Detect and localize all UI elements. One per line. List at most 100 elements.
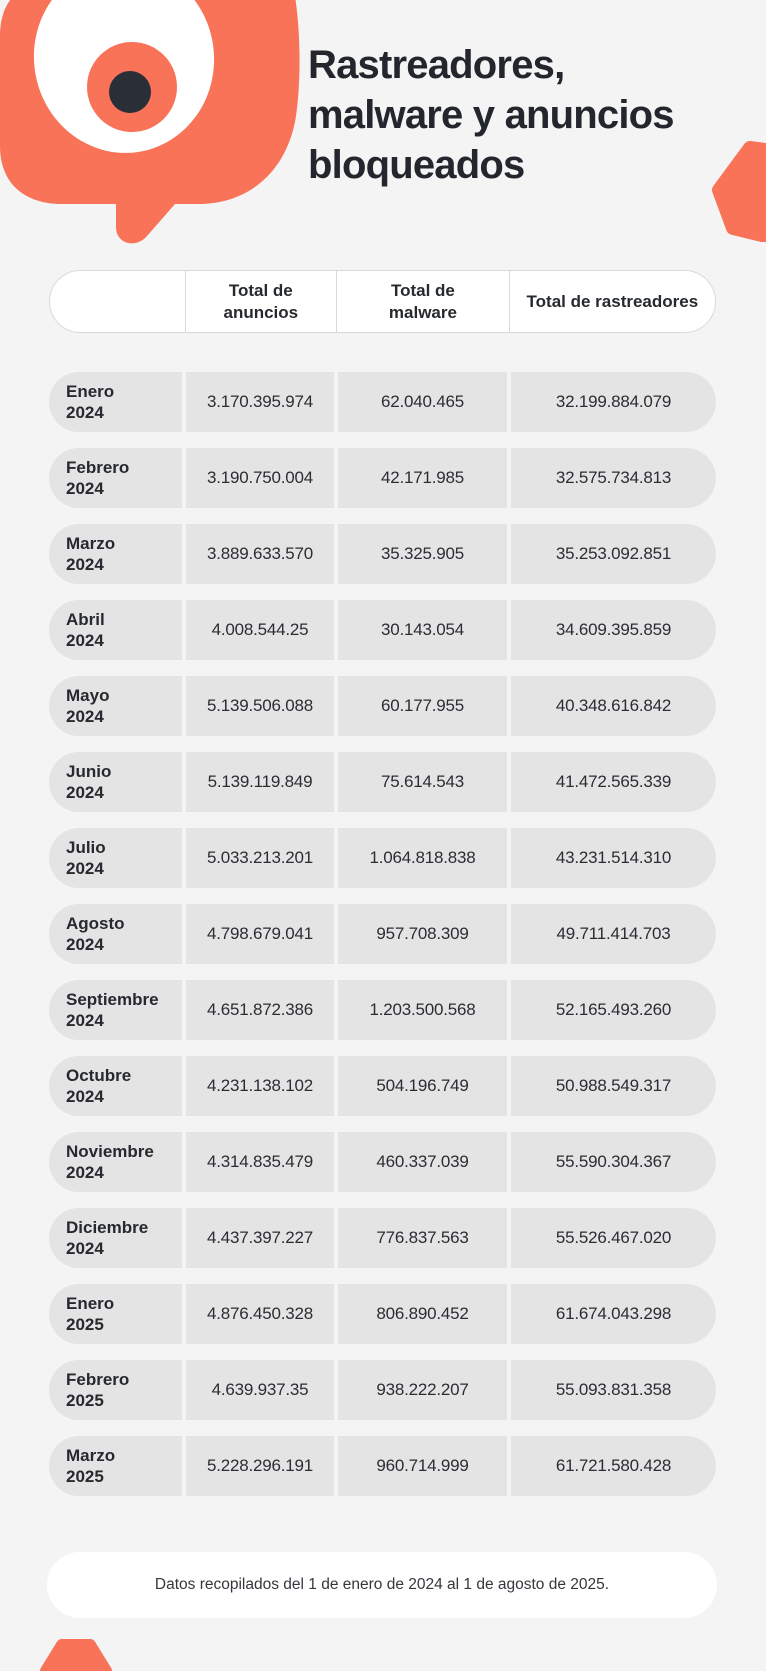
trackers-value: 55.526.467.020: [511, 1208, 716, 1268]
table-row: Mayo 2024 5.139.506.088 60.177.955 40.34…: [49, 676, 716, 736]
ads-value: 4.008.544.25: [186, 600, 334, 660]
month-cell: Febrero 2024: [49, 448, 182, 508]
ads-value: 4.876.450.328: [186, 1284, 334, 1344]
table-row: Marzo 2024 3.889.633.570 35.325.905 35.2…: [49, 524, 716, 584]
ads-value: 5.228.296.191: [186, 1436, 334, 1496]
trackers-value: 40.348.616.842: [511, 676, 716, 736]
malware-value: 806.890.452: [338, 1284, 507, 1344]
table-row: Diciembre 2024 4.437.397.227 776.837.563…: [49, 1208, 716, 1268]
month-label: Diciembre: [66, 1218, 149, 1237]
month-label: Marzo: [66, 1446, 116, 1465]
month-cell: Diciembre 2024: [49, 1208, 182, 1268]
ads-value: 3.889.633.570: [186, 524, 334, 584]
year-label: 2024: [66, 1239, 104, 1258]
title-line-2: malware y anuncios: [308, 93, 675, 137]
year-label: 2024: [66, 479, 104, 498]
header-cell-month: [50, 271, 185, 332]
malware-value: 957.708.309: [338, 904, 507, 964]
year-label: 2024: [66, 707, 104, 726]
table-row: Junio 2024 5.139.119.849 75.614.543 41.4…: [49, 752, 716, 812]
malware-value: 504.196.749: [338, 1056, 507, 1116]
table-row: Marzo 2025 5.228.296.191 960.714.999 61.…: [49, 1436, 716, 1496]
month-cell: Agosto 2024: [49, 904, 182, 964]
table-row: Octubre 2024 4.231.138.102 504.196.749 5…: [49, 1056, 716, 1116]
month-cell: Septiembre 2024: [49, 980, 182, 1040]
year-label: 2024: [66, 1087, 104, 1106]
malware-value: 460.337.039: [338, 1132, 507, 1192]
header-cell-ads: Total de anuncios: [184, 271, 337, 332]
month-cell: Enero 2024: [49, 372, 182, 432]
ads-value: 3.170.395.974: [186, 372, 334, 432]
month-label: Abril: [66, 610, 105, 629]
malware-value: 960.714.999: [338, 1436, 507, 1496]
month-label: Febrero: [66, 458, 130, 477]
month-label: Mayo: [66, 686, 110, 705]
ads-value: 4.798.679.041: [186, 904, 334, 964]
hexagon-decoration-bottom-icon: [40, 1639, 112, 1671]
month-label: Noviembre: [66, 1142, 154, 1161]
month-cell: Octubre 2024: [49, 1056, 182, 1116]
malware-value: 42.171.985: [338, 448, 507, 508]
ads-value: 4.437.397.227: [186, 1208, 334, 1268]
month-label: Agosto: [66, 914, 125, 933]
month-cell: Noviembre 2024: [49, 1132, 182, 1192]
month-label: Junio: [66, 762, 112, 781]
year-label: 2024: [66, 631, 104, 650]
malware-value: 75.614.543: [338, 752, 507, 812]
table-row: Enero 2025 4.876.450.328 806.890.452 61.…: [49, 1284, 716, 1344]
header-cell-trackers: Total de rastreadores: [508, 271, 715, 332]
ads-value: 4.231.138.102: [186, 1056, 334, 1116]
table-row: Agosto 2024 4.798.679.041 957.708.309 49…: [49, 904, 716, 964]
year-label: 2024: [66, 1163, 104, 1182]
malware-value: 62.040.465: [338, 372, 507, 432]
data-collection-note: Datos recopilados del 1 de enero de 2024…: [47, 1552, 717, 1618]
month-cell: Enero 2025: [49, 1284, 182, 1344]
month-label: Febrero: [66, 1370, 130, 1389]
pupil-shape: [109, 71, 151, 113]
trackers-value: 61.674.043.298: [511, 1284, 716, 1344]
month-cell: Julio 2024: [49, 828, 182, 888]
month-label: Marzo: [66, 534, 116, 553]
month-label: Septiembre: [66, 990, 159, 1009]
table-header-row: Total de anuncios Total de malware Total…: [49, 270, 716, 333]
year-label: 2024: [66, 783, 104, 802]
trackers-value: 55.093.831.358: [511, 1360, 716, 1420]
year-label: 2024: [66, 935, 104, 954]
table-row: Enero 2024 3.170.395.974 62.040.465 32.1…: [49, 372, 716, 432]
trackers-value: 32.575.734.813: [511, 448, 716, 508]
trackers-value: 61.721.580.428: [511, 1436, 716, 1496]
month-cell: Junio 2024: [49, 752, 182, 812]
malware-value: 1.064.818.838: [338, 828, 507, 888]
malware-value: 776.837.563: [338, 1208, 507, 1268]
month-cell: Abril 2024: [49, 600, 182, 660]
table-row: Febrero 2025 4.639.937.35 938.222.207 55…: [49, 1360, 716, 1420]
trackers-value: 41.472.565.339: [511, 752, 716, 812]
table-row: Abril 2024 4.008.544.25 30.143.054 34.60…: [49, 600, 716, 660]
year-label: 2025: [66, 1315, 104, 1334]
trackers-value: 55.590.304.367: [511, 1132, 716, 1192]
header-cell-malware: Total de malware: [336, 271, 509, 332]
malware-value: 1.203.500.568: [338, 980, 507, 1040]
trackers-value: 32.199.884.079: [511, 372, 716, 432]
malware-value: 60.177.955: [338, 676, 507, 736]
table-body: Enero 2024 3.170.395.974 62.040.465 32.1…: [49, 372, 716, 1496]
table-row: Noviembre 2024 4.314.835.479 460.337.039…: [49, 1132, 716, 1192]
malware-value: 30.143.054: [338, 600, 507, 660]
year-label: 2024: [66, 859, 104, 878]
month-cell: Marzo 2025: [49, 1436, 182, 1496]
trackers-value: 50.988.549.317: [511, 1056, 716, 1116]
year-label: 2024: [66, 555, 104, 574]
trackers-value: 43.231.514.310: [511, 828, 716, 888]
hexagon-decoration-right-icon: [712, 141, 766, 242]
note-text: Datos recopilados del 1 de enero de 2024…: [154, 1576, 610, 1593]
year-label: 2024: [66, 1011, 104, 1030]
trackers-value: 34.609.395.859: [511, 600, 716, 660]
month-label: Enero: [66, 382, 115, 401]
trackers-value: 49.711.414.703: [511, 904, 716, 964]
ads-value: 4.651.872.386: [186, 980, 334, 1040]
table-row: Julio 2024 5.033.213.201 1.064.818.838 4…: [49, 828, 716, 888]
month-cell: Marzo 2024: [49, 524, 182, 584]
month-cell: Febrero 2025: [49, 1360, 182, 1420]
table-row: Septiembre 2024 4.651.872.386 1.203.500.…: [49, 980, 716, 1040]
